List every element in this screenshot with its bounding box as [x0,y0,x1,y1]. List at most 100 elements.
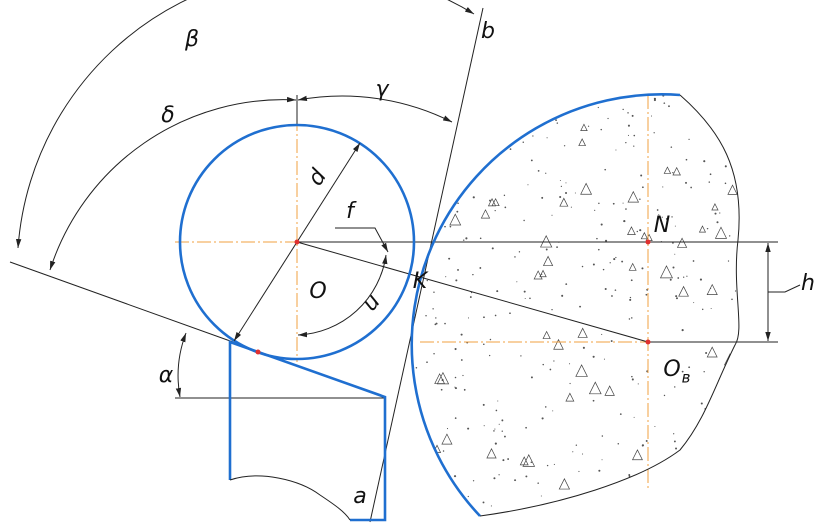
grain [713,450,715,452]
grain [509,312,511,315]
grain [714,212,717,215]
grain [731,362,734,365]
grain [601,333,603,336]
grain [641,267,644,270]
grain [732,405,735,407]
grain [600,223,603,226]
grain [530,159,533,162]
grain [578,470,580,473]
grain [685,181,687,184]
grain [444,322,446,325]
grain [469,296,472,299]
grain [441,133,443,135]
grain [708,405,711,407]
grain [454,376,457,379]
grain [678,285,689,297]
grain [426,279,428,282]
grain [411,463,420,473]
grain [716,425,719,428]
grain [631,114,634,117]
wheel-arc [410,93,681,517]
grain [542,363,544,366]
grain [549,102,551,105]
grain [532,135,534,137]
grain [677,277,680,279]
grain [615,256,617,259]
grain [613,258,616,261]
grain [581,102,584,105]
grain [706,283,718,295]
grain [581,265,584,268]
grain [524,298,526,300]
grain [615,149,617,151]
grain [509,139,512,142]
grain [681,370,684,373]
grain [427,469,430,473]
grain [628,318,631,320]
grain [645,439,648,442]
grain [565,191,568,194]
grain [614,506,617,508]
grain [455,141,458,144]
grain [415,413,417,415]
grain [605,239,608,242]
grain [530,376,533,379]
grain [596,237,598,240]
grain [422,141,424,144]
grain [431,211,433,213]
grain [705,352,708,355]
grain [415,366,418,369]
grain [396,251,397,252]
grain [700,402,703,405]
grain [559,179,561,181]
grain [722,131,725,133]
grain [522,141,524,143]
grain [673,433,675,435]
workpiece-circle [178,123,416,361]
grain [688,511,691,514]
grain [418,147,421,150]
grain [640,231,648,240]
grain [540,495,542,497]
grain [515,93,516,94]
tool-break [229,475,351,521]
grain [480,209,491,219]
grain [448,257,451,260]
grain [411,236,413,239]
grain [692,260,695,262]
grain [645,515,647,516]
grain [674,253,676,255]
grain [639,229,642,232]
wheel-boundary [479,94,740,517]
grain [688,138,690,141]
grain [731,298,733,301]
grain [574,192,576,194]
grain [494,428,496,430]
grain [499,128,502,131]
grain [639,198,641,201]
grain [681,329,684,332]
alpha-arc [175,332,187,398]
grain [488,354,491,357]
grain [688,366,691,369]
grain [551,214,553,216]
grain [403,480,411,488]
grain [633,416,635,418]
grain [489,338,492,341]
grain [402,139,403,140]
label-subscript: в [682,369,691,387]
grain [514,256,516,258]
point [645,339,651,345]
grain [456,210,459,213]
grain [397,328,399,330]
grain [474,122,483,130]
grain [627,112,629,114]
grain [449,213,462,226]
grain [609,262,611,264]
grain [663,102,666,104]
grain [633,145,635,147]
grain [560,185,563,187]
grain [459,136,462,139]
grain [453,475,457,478]
grain [544,406,547,408]
